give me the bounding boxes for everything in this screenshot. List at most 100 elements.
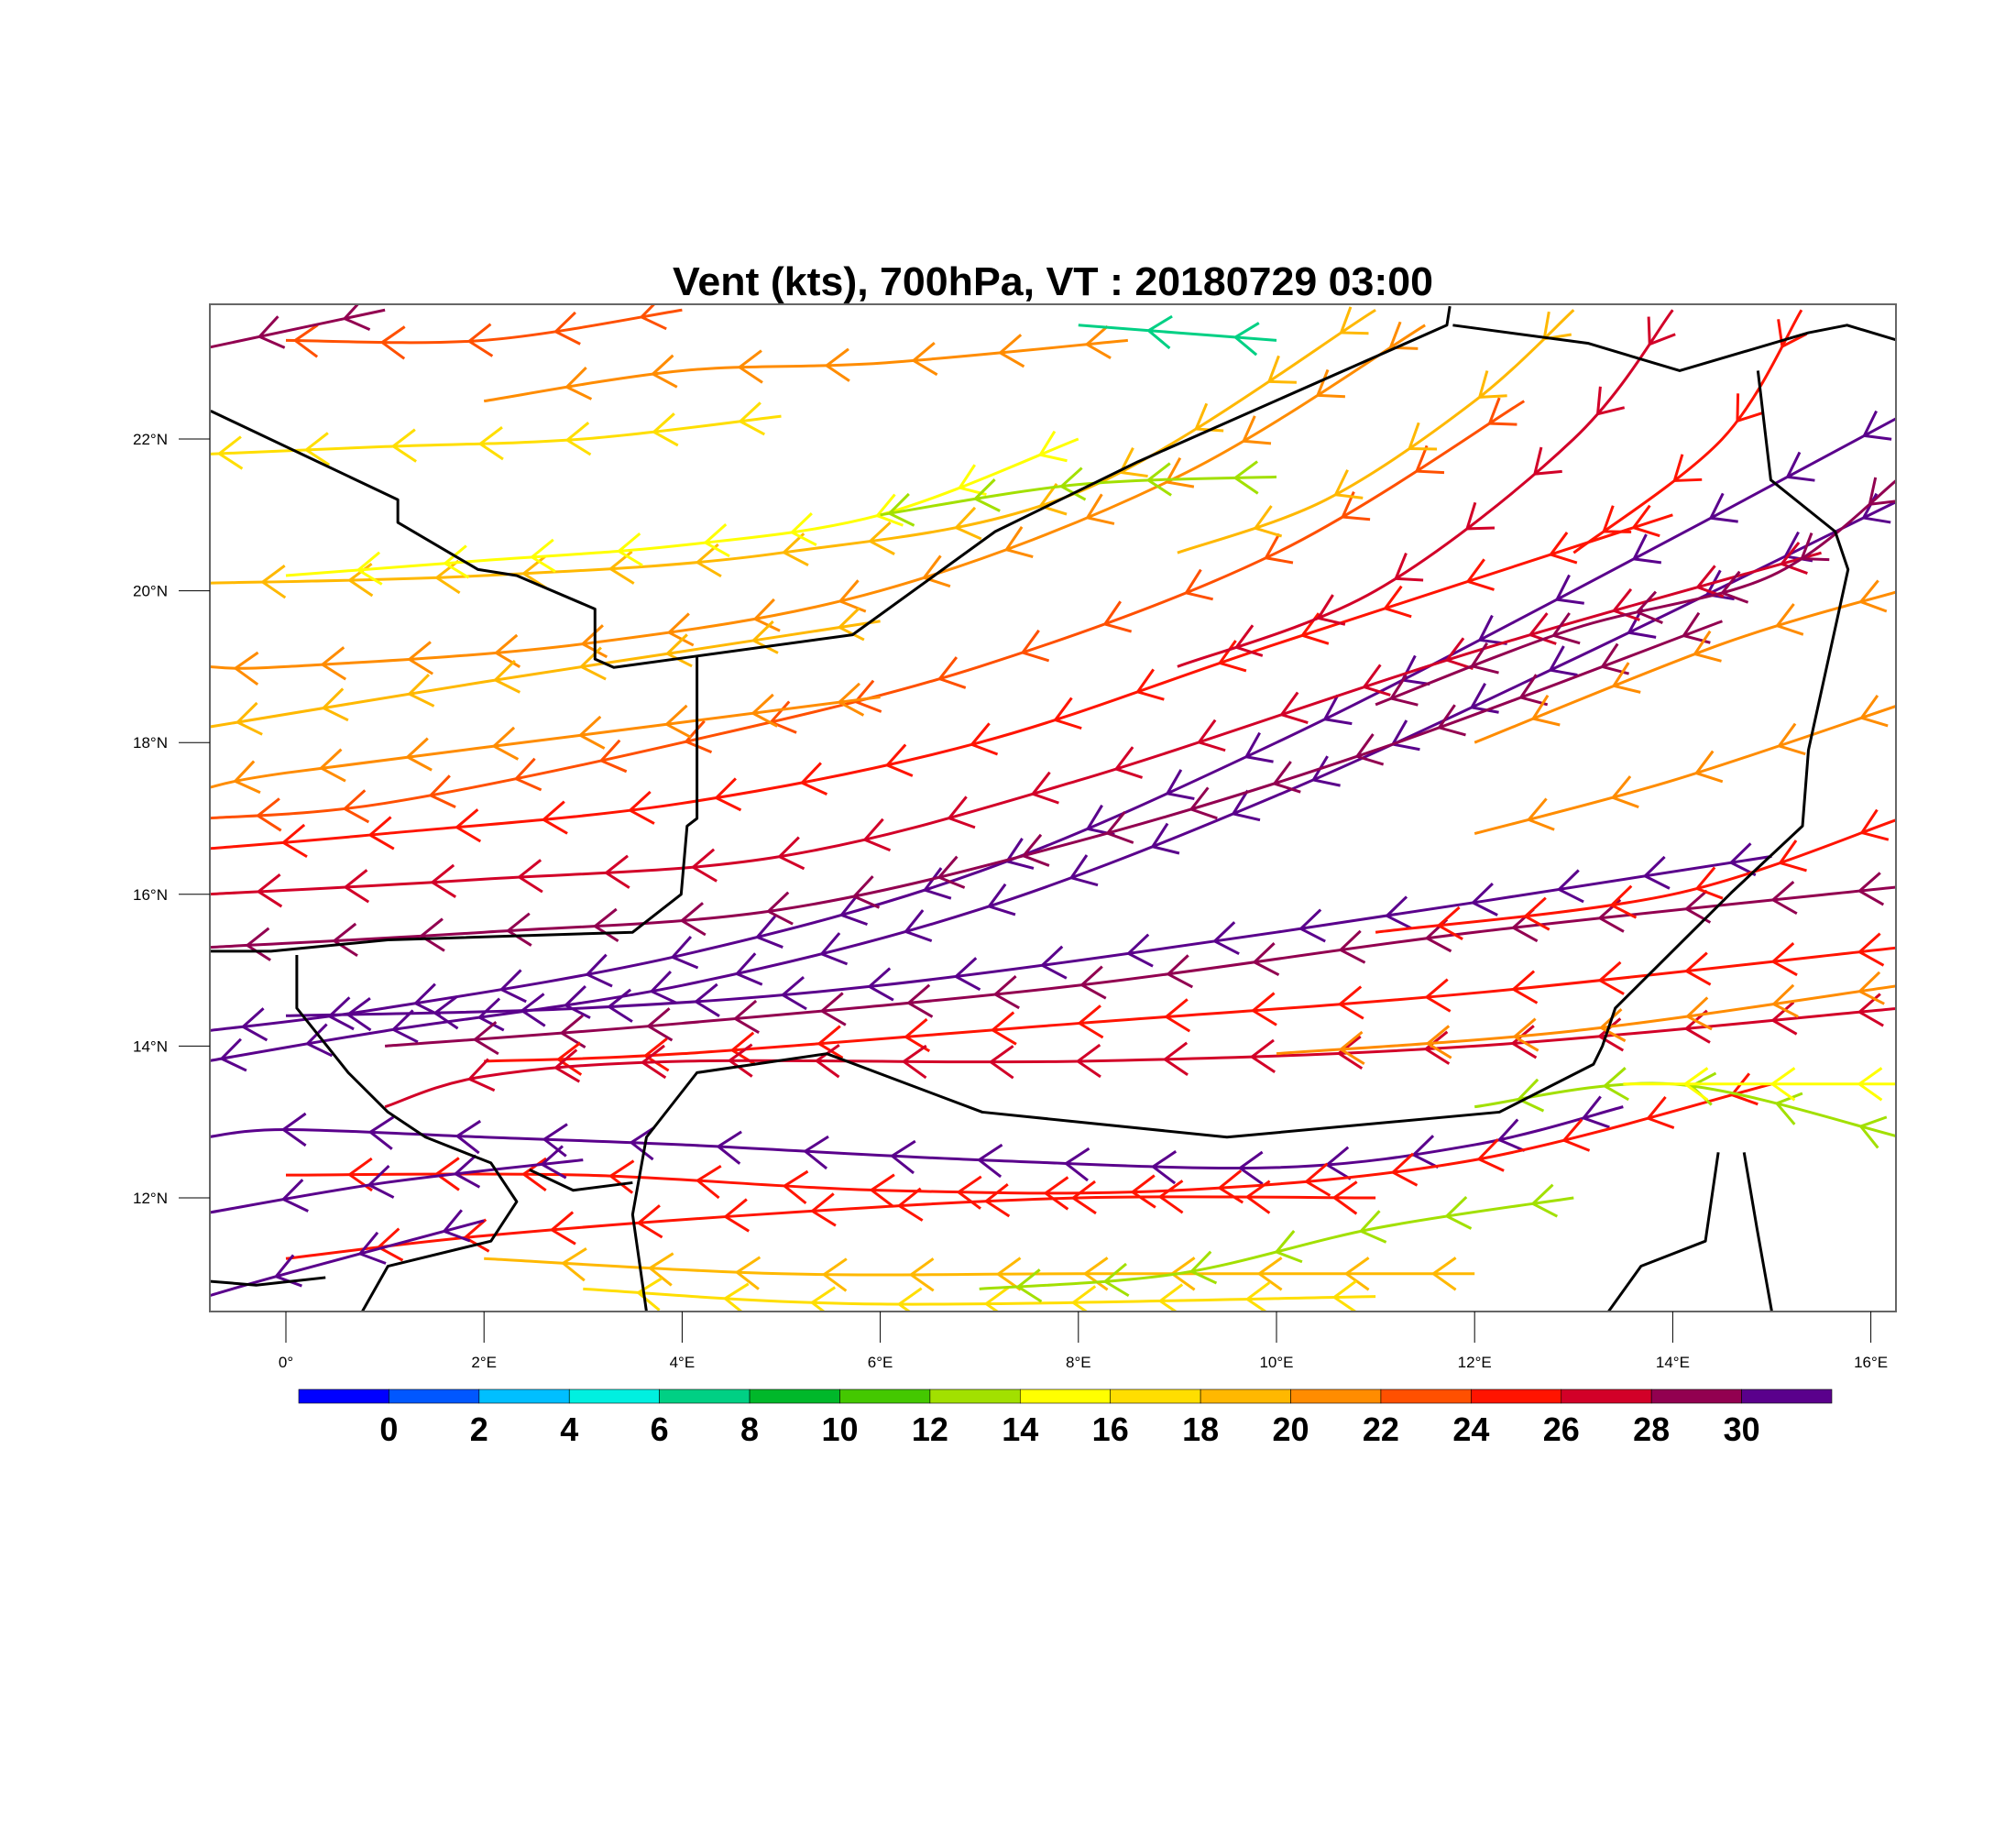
wind-arrowhead <box>608 550 635 585</box>
wind-arrowhead <box>477 425 504 461</box>
wind-arrowhead <box>734 952 763 986</box>
wind-arrowhead <box>884 743 914 777</box>
wind-arrowhead <box>1522 896 1550 931</box>
wind-arrowhead <box>1436 906 1463 941</box>
wind-arrowhead <box>1693 750 1724 784</box>
wind-arrowhead <box>752 598 781 632</box>
wind-arrowhead <box>1469 682 1499 714</box>
wind-arrowhead <box>995 1257 1022 1291</box>
wind-arrowhead <box>1512 1017 1539 1052</box>
wind-arrowhead <box>1444 1195 1473 1230</box>
wind-arrowhead <box>957 464 987 497</box>
wind-arrowhead <box>789 512 817 546</box>
wind-arrowhead <box>1388 321 1419 350</box>
wind-arrowhead <box>780 976 807 1011</box>
colorbar-swatch <box>659 1388 751 1404</box>
wind-arrowhead <box>1437 704 1466 737</box>
wind-arrowhead <box>1233 624 1264 657</box>
wind-arrowhead <box>727 1043 753 1078</box>
wind-arrowhead <box>1105 810 1134 844</box>
wind-arrowhead <box>405 737 433 772</box>
x-tick-label: 6°E <box>868 1354 893 1371</box>
wind-arrowhead <box>1118 446 1148 478</box>
wind-arrowhead <box>1496 1118 1526 1152</box>
wind-arrowhead <box>1184 568 1213 601</box>
wind-arrowhead <box>553 1048 581 1083</box>
wind-arrowhead <box>937 855 966 889</box>
wind-arrowhead <box>1609 884 1638 919</box>
wind-arrowhead <box>1777 722 1806 756</box>
wind-arrowhead <box>453 1154 481 1189</box>
wind-arrowhead <box>357 1231 387 1265</box>
wind-arrowhead <box>1244 731 1274 763</box>
wind-arrowhead <box>407 641 433 675</box>
streamline <box>880 475 1277 517</box>
wind-arrowhead <box>816 1025 844 1059</box>
wind-arrowhead <box>905 983 934 1018</box>
colorbar-swatch <box>749 1388 840 1404</box>
wind-arrowhead <box>1157 1180 1184 1214</box>
wind-arrowhead <box>1526 797 1555 831</box>
wind-arrowhead <box>1043 1176 1069 1211</box>
wind-arrowhead <box>1859 808 1890 841</box>
x-tick-label: 8°E <box>1066 1354 1091 1371</box>
wind-arrowhead <box>937 656 967 689</box>
country-border <box>1606 1152 1720 1312</box>
wind-arrowhead <box>1556 869 1584 904</box>
wind-arrowhead <box>1189 1250 1218 1285</box>
wind-arrowhead <box>1561 1118 1591 1152</box>
wind-arrowhead <box>1339 306 1369 335</box>
wind-arrowhead <box>1407 422 1438 451</box>
streamline <box>285 1195 1376 1260</box>
colorbar-label: 28 <box>1633 1410 1670 1448</box>
colorbar-swatch <box>1471 1388 1562 1404</box>
wind-arrowhead <box>1037 430 1068 463</box>
wind-arrowhead <box>819 992 847 1026</box>
wind-arrowhead <box>472 1020 499 1056</box>
wind-arrowhead <box>428 774 456 808</box>
wind-arrowhead <box>1444 637 1474 670</box>
wind-arrowhead <box>983 1286 1010 1312</box>
wind-arrowhead <box>1253 505 1283 538</box>
wind-arrowhead <box>896 1187 924 1222</box>
wind-arrowhead <box>821 1257 848 1292</box>
streamline <box>484 1257 1475 1277</box>
wind-arrowhead <box>1528 612 1557 645</box>
wind-arrowhead <box>1082 1257 1109 1291</box>
wind-arrowhead <box>376 1227 404 1262</box>
wind-arrowhead <box>651 412 679 447</box>
wind-arrowhead <box>639 304 667 331</box>
colorbar-label: 20 <box>1273 1410 1309 1448</box>
streamline <box>210 620 1723 949</box>
wind-arrowhead <box>703 522 730 558</box>
colorbar-swatch <box>1380 1388 1472 1404</box>
wind-arrowhead <box>1388 674 1419 707</box>
wind-arrowhead <box>1211 921 1240 956</box>
wind-arrowhead <box>433 1157 460 1191</box>
wind-arrowhead <box>1423 1030 1451 1065</box>
country-border <box>1452 324 1896 372</box>
wind-arrowhead <box>889 1139 916 1175</box>
wind-arrowhead <box>1233 460 1259 495</box>
wind-arrowhead <box>642 1037 670 1072</box>
wind-arrowhead <box>650 354 678 389</box>
y-tick-label: 12°N <box>133 1190 168 1207</box>
wind-arrowhead <box>598 739 628 774</box>
wind-arrowhead <box>555 1041 583 1076</box>
streamline <box>210 324 1426 670</box>
wind-arrowhead <box>1058 466 1087 501</box>
wind-arrowhead <box>1164 998 1191 1033</box>
wind-arrowhead <box>693 982 720 1017</box>
wind-arrowhead <box>1338 1030 1365 1066</box>
wind-arrowhead <box>577 715 606 750</box>
wind-arrowhead <box>367 816 395 851</box>
wind-arrowhead <box>1779 542 1808 575</box>
wind-arrowhead <box>695 1164 722 1200</box>
country-borders <box>210 305 1896 1312</box>
wind-arrowhead <box>407 673 435 708</box>
wind-arrowhead <box>318 748 346 783</box>
y-tick-label: 22°N <box>133 431 168 448</box>
wind-arrowhead <box>1635 590 1663 625</box>
wind-arrowhead <box>1800 532 1830 562</box>
wind-arrowhead <box>1518 674 1549 707</box>
